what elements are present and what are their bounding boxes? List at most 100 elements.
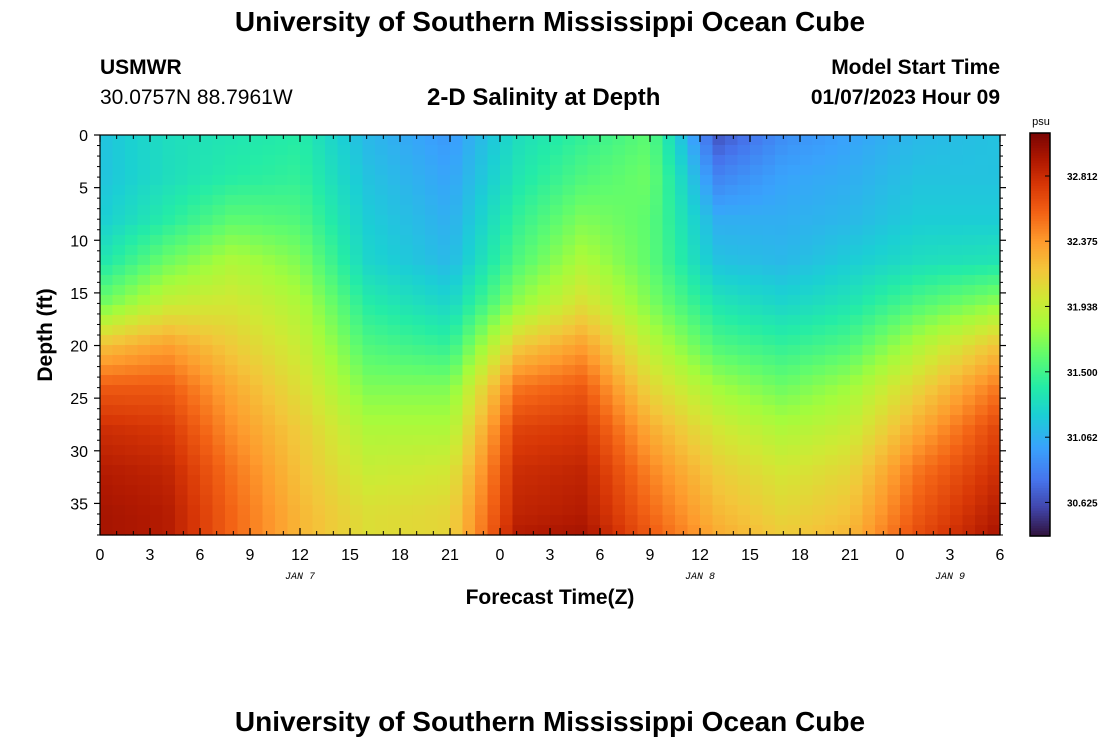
heatmap-cell — [925, 525, 939, 536]
heatmap-cell — [762, 355, 776, 366]
heatmap-cell — [850, 335, 864, 346]
heatmap-cell — [112, 345, 126, 356]
heatmap-cell — [237, 345, 251, 356]
heatmap-cell — [162, 275, 176, 286]
heatmap-cell — [350, 165, 364, 176]
heatmap-cell — [675, 295, 689, 306]
heatmap-cell — [962, 355, 976, 366]
heatmap-cell — [400, 155, 414, 166]
heatmap-cell — [387, 135, 401, 146]
heatmap-cell — [200, 135, 214, 146]
heatmap-cell — [862, 255, 876, 266]
heatmap-cell — [375, 165, 389, 176]
heatmap-cell — [700, 245, 714, 256]
heatmap-cell — [950, 445, 964, 456]
heatmap-cell — [850, 425, 864, 436]
heatmap-cell — [937, 255, 951, 266]
heatmap-cell — [250, 265, 264, 276]
heatmap-cell — [687, 135, 701, 146]
heatmap-cell — [900, 415, 914, 426]
heatmap-cell — [387, 345, 401, 356]
heatmap-cell — [825, 175, 839, 186]
heatmap-cell — [700, 215, 714, 226]
heatmap-cell — [512, 395, 526, 406]
heatmap-cell — [675, 495, 689, 506]
heatmap-cell — [937, 195, 951, 206]
heatmap-cell — [112, 495, 126, 506]
heatmap-cell — [850, 485, 864, 496]
heatmap-cell — [975, 285, 989, 296]
heatmap-cell — [137, 345, 151, 356]
heatmap-cell — [862, 325, 876, 336]
heatmap-cell — [712, 185, 726, 196]
heatmap-cell — [837, 245, 851, 256]
heatmap-cell — [400, 455, 414, 466]
heatmap-cell — [425, 175, 439, 186]
heatmap-cell — [100, 395, 114, 406]
heatmap-cell — [662, 325, 676, 336]
heatmap-cell — [762, 185, 776, 196]
heatmap-cell — [175, 495, 189, 506]
heatmap-cell — [287, 385, 301, 396]
heatmap-cell — [112, 505, 126, 516]
heatmap-cell — [200, 505, 214, 516]
heatmap-cell — [650, 225, 664, 236]
heatmap-cell — [825, 375, 839, 386]
heatmap-cell — [425, 195, 439, 206]
heatmap-cell — [337, 505, 351, 516]
heatmap-cell — [762, 175, 776, 186]
heatmap-cell — [950, 395, 964, 406]
heatmap-cell — [762, 285, 776, 296]
heatmap-cell — [450, 225, 464, 236]
heatmap-cell — [212, 345, 226, 356]
heatmap-cell — [487, 415, 501, 426]
heatmap-cell — [625, 165, 639, 176]
heatmap-cell — [425, 485, 439, 496]
heatmap-cell — [312, 515, 326, 526]
heatmap-cell — [775, 365, 789, 376]
heatmap-cell — [725, 285, 739, 296]
heatmap-cell — [575, 375, 589, 386]
heatmap-cell — [250, 285, 264, 296]
heatmap-cell — [587, 135, 601, 146]
heatmap-cell — [512, 345, 526, 356]
colorbar-segment — [1030, 180, 1050, 184]
heatmap-cell — [625, 505, 639, 516]
heatmap-cell — [800, 335, 814, 346]
colorbar-segment — [1030, 324, 1050, 328]
heatmap-cell — [575, 525, 589, 536]
heatmap-cell — [775, 145, 789, 156]
heatmap-cell — [700, 135, 714, 146]
colorbar-segment — [1030, 460, 1050, 464]
heatmap-cell — [937, 245, 951, 256]
heatmap-cell — [725, 325, 739, 336]
heatmap-cell — [125, 295, 139, 306]
heatmap-cell — [162, 395, 176, 406]
heatmap-cell — [287, 475, 301, 486]
heatmap-cell — [675, 305, 689, 316]
heatmap-cell — [425, 425, 439, 436]
heatmap-cell — [737, 305, 751, 316]
heatmap-cell — [412, 415, 426, 426]
heatmap-cell — [975, 255, 989, 266]
heatmap-cell — [162, 345, 176, 356]
heatmap-cell — [550, 325, 564, 336]
heatmap-cell — [462, 525, 476, 536]
heatmap-cell — [887, 415, 901, 426]
colorbar-segment — [1030, 478, 1050, 482]
heatmap-cell — [587, 385, 601, 396]
heatmap-cell — [875, 355, 889, 366]
colorbar-segment — [1030, 445, 1050, 449]
heatmap-cell — [987, 295, 1001, 306]
heatmap-cell — [887, 475, 901, 486]
heatmap-cell — [212, 515, 226, 526]
heatmap-cell — [862, 515, 876, 526]
heatmap-cell — [600, 465, 614, 476]
heatmap-cell — [575, 255, 589, 266]
heatmap-cell — [625, 335, 639, 346]
heatmap-cell — [300, 515, 314, 526]
heatmap-cell — [850, 325, 864, 336]
heatmap-cell — [337, 265, 351, 276]
heatmap-cell — [187, 275, 201, 286]
heatmap-cell — [937, 395, 951, 406]
